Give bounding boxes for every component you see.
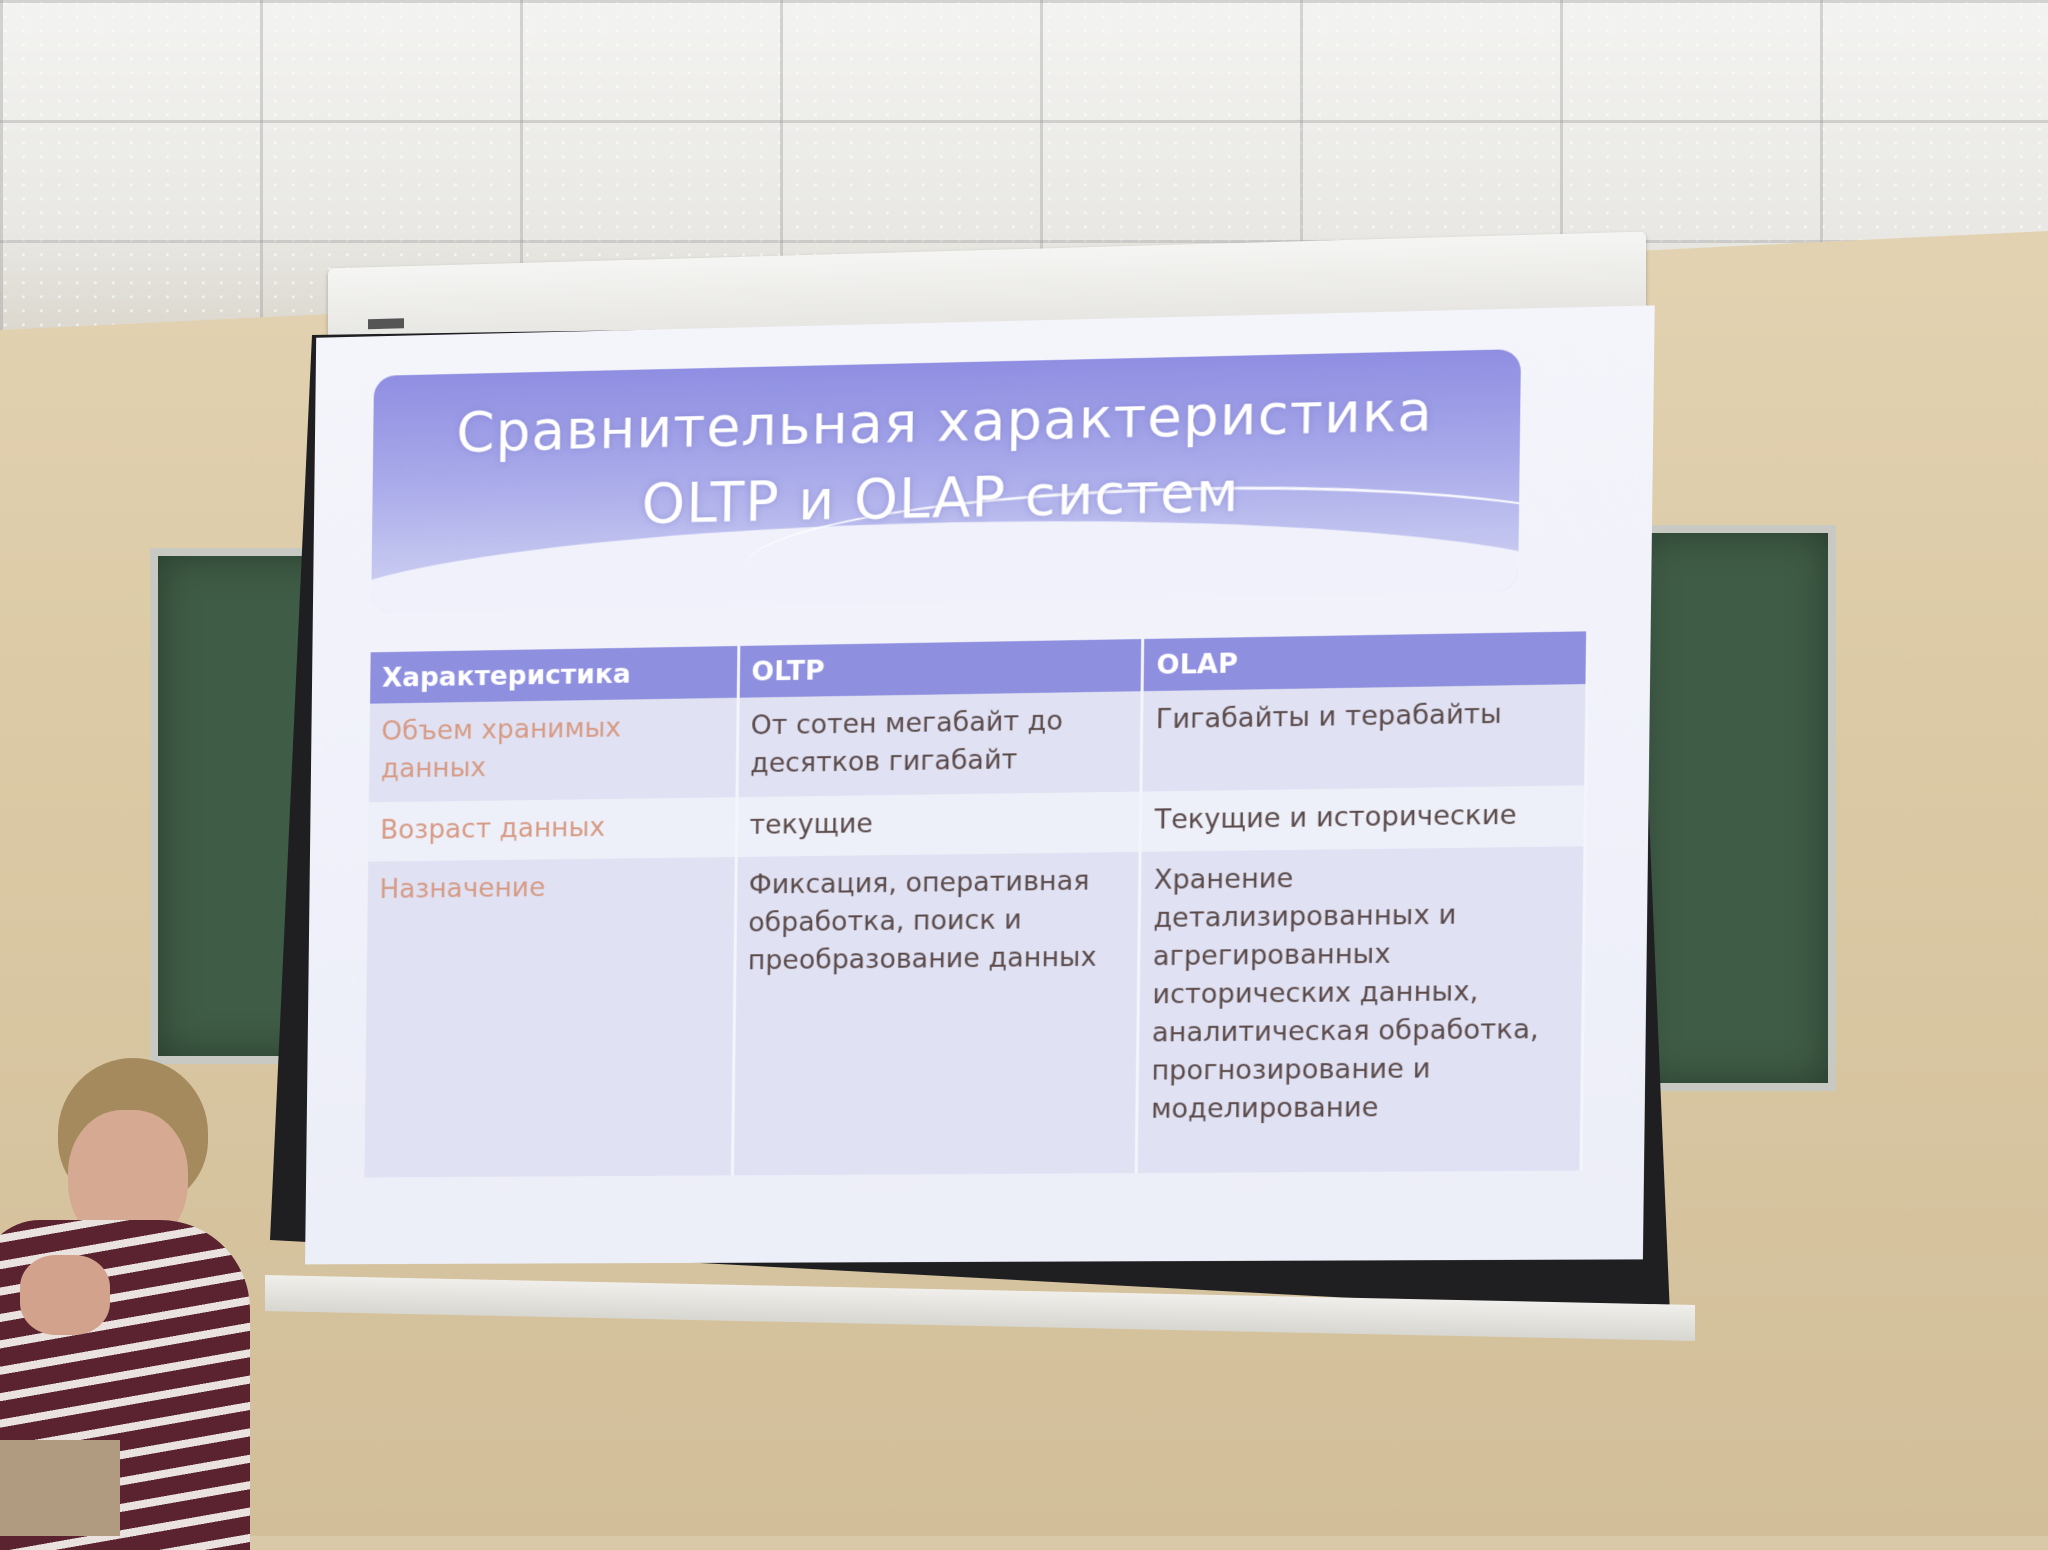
- table-header-olap: OLAP: [1143, 631, 1588, 691]
- slide-title: Сравнительная характеристика OLTP и OLAP…: [411, 372, 1480, 547]
- slide-title-band: Сравнительная характеристика OLTP и OLAP…: [371, 349, 1521, 613]
- table-row: Объем хранимых данных От сотен мегабайт …: [369, 684, 1587, 802]
- table-row-label: Назначение: [364, 857, 736, 1177]
- table-row: Назначение Фиксация, оперативная обработ…: [364, 846, 1585, 1177]
- table-cell-olap: Хранение детализированных и агрегированн…: [1137, 846, 1585, 1173]
- table-row-label: Объем хранимых данных: [369, 698, 738, 803]
- brand-plate: [368, 318, 404, 329]
- table-cell-oltp: текущие: [736, 792, 1141, 857]
- table-header-characteristic: Характеристика: [370, 646, 738, 704]
- chalkboard-right: [1630, 525, 1836, 1091]
- desk-corner: [0, 1440, 120, 1536]
- table-cell-olap: Гигабайты и терабайты: [1141, 684, 1587, 792]
- table-cell-oltp: Фиксация, оперативная обработка, поиск и…: [732, 852, 1141, 1176]
- person-hands: [20, 1255, 110, 1335]
- table-cell-oltp: От сотен мегабайт до десятков гигабайт: [737, 691, 1143, 797]
- table-row-label: Возраст данных: [368, 797, 736, 861]
- table-cell-olap: Текущие и исторические: [1141, 785, 1586, 851]
- presentation-slide: Сравнительная характеристика OLTP и OLAP…: [305, 305, 1655, 1264]
- comparison-table: Характеристика OLTP OLAP Объем хранимых …: [364, 631, 1589, 1177]
- table-header-oltp: OLTP: [738, 639, 1143, 698]
